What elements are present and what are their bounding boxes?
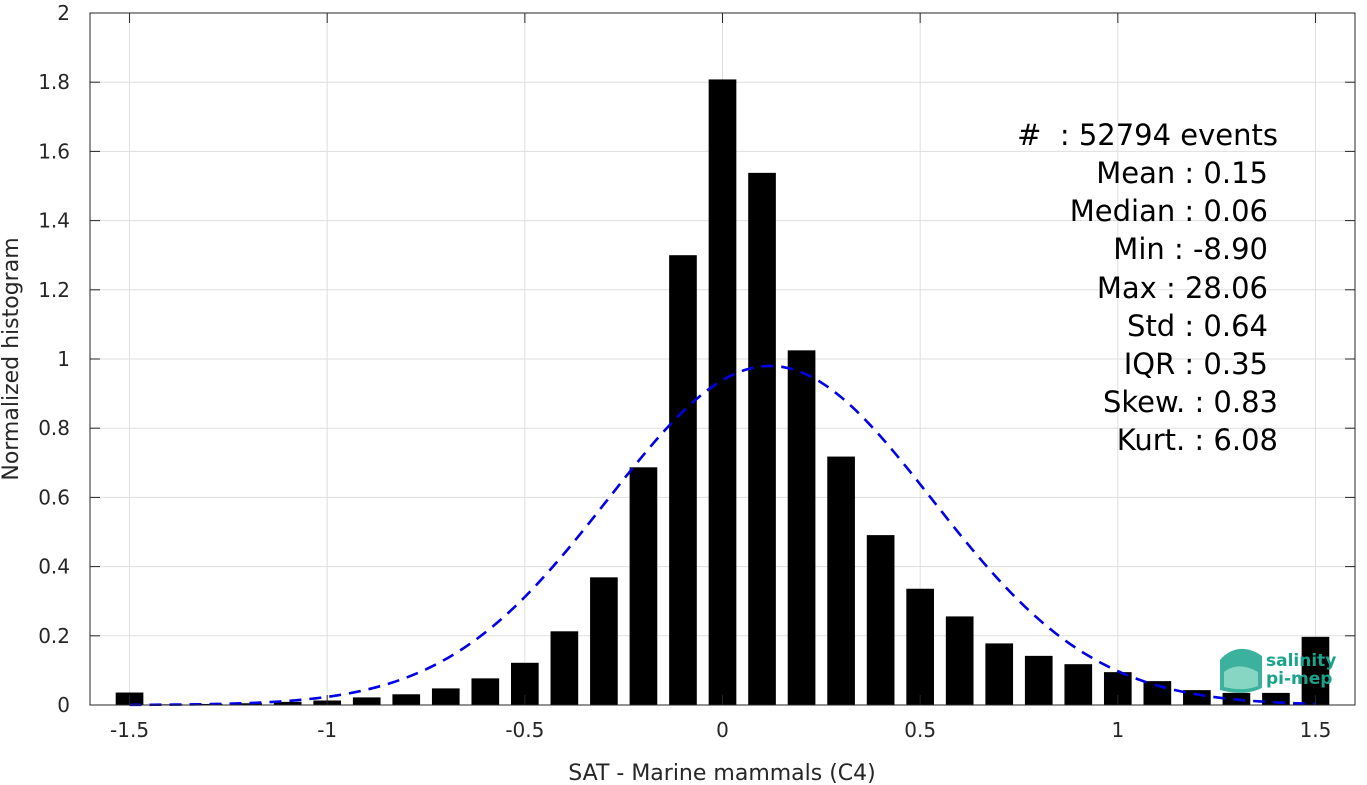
- histogram-bar: [352, 697, 381, 705]
- y-tick-label: 0.8: [38, 416, 70, 440]
- salinity-pimep-logo: salinity pi-mep: [1220, 648, 1336, 693]
- stat-iqr: IQR : 0.35: [1124, 347, 1268, 381]
- x-tick-label: 1: [1111, 718, 1124, 742]
- y-tick-label: 1.2: [38, 278, 70, 302]
- histogram-bar: [669, 255, 697, 705]
- histogram-bar: [1024, 655, 1053, 705]
- x-tick-label: -0.5: [505, 718, 544, 742]
- histogram-bar: [906, 588, 934, 705]
- histogram-bar: [945, 616, 974, 705]
- x-axis-label: SAT - Marine mammals (C4): [568, 761, 876, 785]
- y-tick-labels: 0 0.2 0.4 0.6 0.8 1 1.2 1.4 1.6 1.8 2: [38, 1, 70, 717]
- x-tick-label: -1: [317, 718, 337, 742]
- histogram-bar: [985, 643, 1014, 705]
- ticks: [90, 12, 1355, 706]
- y-tick-label: 0.4: [38, 555, 70, 579]
- y-tick-label: 1.4: [38, 209, 70, 233]
- histogram-bar: [1183, 690, 1211, 705]
- stat-max: Max : 28.06: [1097, 271, 1268, 305]
- stats-box: # : 52794 events Mean : 0.15 Median : 0.…: [1017, 118, 1278, 457]
- stat-kurt: Kurt. : 6.08: [1117, 423, 1278, 457]
- histogram-bar: [827, 456, 855, 705]
- histogram-bar: [629, 467, 658, 705]
- y-tick-label: 0.2: [38, 624, 70, 648]
- histogram-bar: [1064, 664, 1093, 705]
- histogram-bar: [234, 703, 262, 705]
- stat-std: Std : 0.64: [1127, 309, 1268, 343]
- histogram-bar: [590, 577, 618, 705]
- x-tick-label: 0.5: [904, 718, 936, 742]
- stat-min: Min : -8.90: [1113, 232, 1268, 266]
- logo-line-1: salinity: [1266, 651, 1336, 671]
- histogram-bar: [194, 703, 223, 705]
- x-tick-label: 0: [716, 718, 729, 742]
- fit-curve: [129, 364, 1316, 707]
- histogram-bar: [1301, 636, 1330, 705]
- bars: [115, 79, 1330, 706]
- y-axis-label: Normalized histogram: [0, 237, 24, 480]
- logo-line-2: pi-mep: [1266, 669, 1332, 689]
- histogram-bar: [471, 678, 500, 705]
- stat-median: Median : 0.06: [1070, 194, 1268, 228]
- histogram-bar: [787, 350, 816, 705]
- y-tick-label: 2: [57, 1, 70, 25]
- x-tick-labels: -1.5 -1 -0.5 0 0.5 1 1.5: [110, 718, 1331, 742]
- y-tick-label: 0.6: [38, 485, 70, 509]
- x-tick-label: -1.5: [110, 718, 149, 742]
- stat-skew: Skew. : 0.83: [1103, 385, 1278, 419]
- histogram-bar: [392, 694, 421, 705]
- logo-wave-icon-inner: [1224, 666, 1258, 690]
- stat-mean: Mean : 0.15: [1096, 156, 1268, 190]
- histogram-bar: [748, 172, 776, 706]
- stat-events: # : 52794 events: [1017, 118, 1278, 152]
- x-tick-label: 1.5: [1300, 718, 1332, 742]
- histogram-bar: [708, 79, 737, 705]
- y-tick-label: 1: [57, 347, 70, 371]
- y-tick-label: 1.6: [38, 139, 70, 163]
- y-tick-label: 0: [57, 693, 70, 717]
- histogram-bar: [431, 688, 460, 705]
- histogram-bar: [866, 535, 895, 705]
- histogram-bar: [550, 631, 579, 705]
- histogram-bar: [273, 701, 302, 705]
- y-tick-label: 1.8: [38, 70, 70, 94]
